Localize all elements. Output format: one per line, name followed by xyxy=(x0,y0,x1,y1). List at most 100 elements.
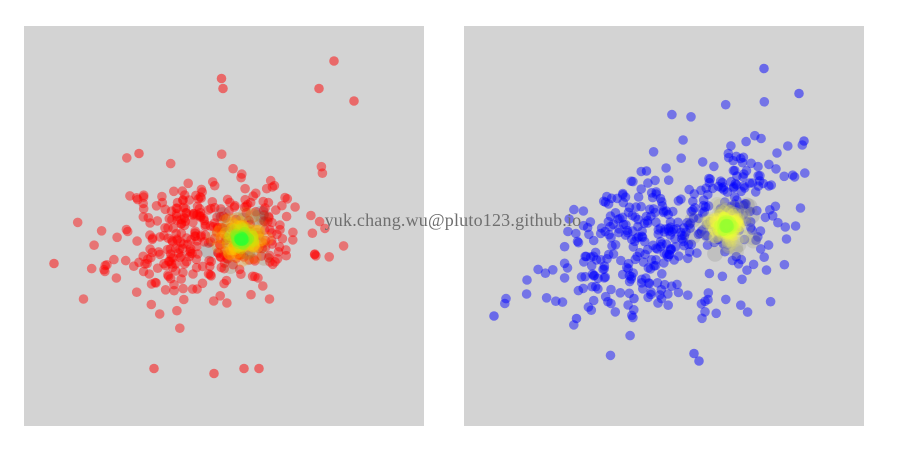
outlier-point xyxy=(349,96,359,106)
data-point xyxy=(194,203,205,214)
density-point xyxy=(716,225,732,242)
data-point xyxy=(646,287,656,297)
density-point xyxy=(245,208,260,223)
data-point xyxy=(696,226,707,236)
data-point xyxy=(199,237,210,247)
data-point xyxy=(181,256,192,267)
density-point xyxy=(248,224,262,238)
data-point xyxy=(188,269,198,279)
data-point xyxy=(659,227,670,237)
density-point xyxy=(237,233,248,244)
density-point xyxy=(715,202,732,219)
data-point xyxy=(225,197,235,208)
data-point xyxy=(621,220,631,230)
data-point xyxy=(145,244,155,254)
data-point xyxy=(232,241,242,251)
density-point xyxy=(745,229,761,246)
density-point xyxy=(205,230,221,246)
density-point xyxy=(720,219,731,230)
data-point xyxy=(254,230,264,241)
density-point xyxy=(709,215,722,228)
density-point xyxy=(237,230,254,246)
data-point xyxy=(726,201,736,212)
data-point xyxy=(663,289,673,299)
data-point xyxy=(219,258,230,268)
data-point xyxy=(195,212,206,222)
data-point xyxy=(724,207,735,217)
data-point xyxy=(673,196,684,206)
data-point xyxy=(745,217,756,227)
data-point xyxy=(596,223,607,233)
density-point xyxy=(239,226,252,240)
data-point xyxy=(132,236,142,246)
density-point xyxy=(715,221,727,234)
data-point xyxy=(587,269,598,279)
data-point xyxy=(166,259,177,269)
density-point xyxy=(239,234,250,245)
data-point xyxy=(200,219,210,230)
density-point xyxy=(238,206,253,222)
density-point xyxy=(238,236,250,248)
data-point xyxy=(248,232,259,242)
data-point xyxy=(729,203,739,214)
data-point xyxy=(736,186,746,197)
density-point xyxy=(711,226,726,242)
density-point xyxy=(722,225,737,240)
data-point xyxy=(663,252,673,262)
data-point xyxy=(650,175,660,186)
data-point xyxy=(705,216,715,227)
density-point xyxy=(236,240,250,253)
data-point xyxy=(166,253,176,263)
density-point xyxy=(723,221,735,233)
data-point xyxy=(178,267,188,278)
data-point xyxy=(161,260,171,271)
data-point xyxy=(188,210,198,220)
data-point xyxy=(244,254,254,265)
data-point xyxy=(709,161,719,172)
density-point xyxy=(722,219,733,230)
data-point xyxy=(711,219,722,229)
data-point xyxy=(655,193,666,204)
data-point xyxy=(726,141,736,151)
data-point xyxy=(573,237,584,248)
data-point xyxy=(646,289,656,300)
data-point xyxy=(204,255,214,266)
data-point xyxy=(736,254,747,265)
data-point xyxy=(698,195,709,205)
data-point xyxy=(740,199,750,209)
density-point xyxy=(710,219,726,235)
density-point xyxy=(249,227,264,243)
density-point xyxy=(224,229,237,242)
data-point xyxy=(645,264,656,274)
data-point xyxy=(138,212,149,222)
density-point xyxy=(719,203,734,217)
data-point xyxy=(665,222,676,232)
density-point xyxy=(720,214,735,230)
data-point xyxy=(169,279,179,290)
outlier-point xyxy=(254,363,264,374)
data-point xyxy=(281,245,291,255)
data-point xyxy=(241,208,252,218)
data-point xyxy=(100,260,110,271)
data-point xyxy=(540,268,551,279)
data-point xyxy=(599,273,610,283)
data-point xyxy=(729,182,739,192)
data-point xyxy=(122,153,132,163)
data-point xyxy=(695,228,705,239)
data-point xyxy=(578,283,588,294)
density-point xyxy=(238,235,249,246)
data-point xyxy=(644,278,655,289)
density-point xyxy=(724,228,736,240)
data-point xyxy=(608,219,618,230)
density-point xyxy=(250,239,264,253)
density-point xyxy=(722,216,734,227)
data-point xyxy=(658,206,669,216)
data-point xyxy=(168,253,178,263)
data-point xyxy=(247,271,258,282)
data-point xyxy=(145,230,155,240)
data-point xyxy=(209,202,220,213)
data-point xyxy=(631,202,641,212)
data-point xyxy=(213,247,223,258)
data-point xyxy=(697,157,708,167)
